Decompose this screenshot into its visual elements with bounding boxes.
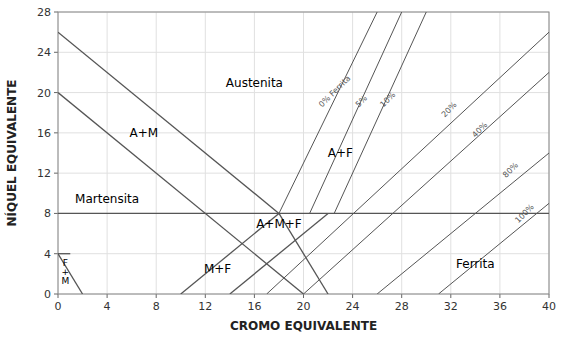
plot-frame	[58, 12, 549, 294]
ferrite-line	[304, 72, 550, 294]
grid	[58, 12, 549, 294]
region-label: M+F	[204, 262, 231, 276]
grid-line	[499, 12, 500, 294]
line-label: 5%	[354, 93, 370, 109]
region-label-line: M+F	[204, 262, 231, 276]
ferrite-line	[267, 32, 549, 294]
x-axis-label: CROMO EQUIVALENTE	[230, 319, 377, 333]
tick-label: 20	[297, 300, 311, 313]
region-label-line: Martensita	[75, 192, 139, 206]
boundary-line	[58, 253, 70, 254]
line-label: 10%	[378, 90, 397, 109]
ferrite-line	[439, 203, 549, 294]
tick-label: 20	[37, 87, 51, 100]
tick-label: 32	[444, 300, 458, 313]
grid-line	[450, 12, 451, 294]
ferrite-line	[310, 12, 402, 213]
tick-label: 16	[247, 300, 261, 313]
region-label: Ferrita	[456, 257, 495, 271]
tick	[352, 294, 353, 298]
region-label: F+M	[61, 258, 69, 287]
region-label-line: A+M	[130, 126, 159, 140]
tick-label: 24	[37, 46, 51, 59]
tick-label: 0	[55, 300, 62, 313]
grid-line	[254, 12, 255, 294]
region-label-line: Ferrita	[456, 257, 495, 271]
tick	[254, 294, 255, 298]
tick-label: 28	[37, 6, 51, 19]
grid-line	[58, 173, 549, 174]
boundary-line	[58, 254, 83, 294]
ferrite-line	[377, 153, 549, 294]
tick-label: 8	[44, 207, 51, 220]
tick-label: 4	[44, 248, 51, 261]
tick	[303, 294, 304, 298]
boundary-line	[58, 32, 279, 213]
boundary-line	[58, 213, 279, 214]
region-label-line: Austenita	[226, 76, 283, 90]
line-label: 80%	[501, 160, 520, 179]
tick	[450, 294, 451, 298]
ferrite-line	[334, 12, 426, 213]
tick	[54, 213, 58, 214]
grid-line	[401, 12, 402, 294]
region-label: Austenita	[226, 76, 283, 90]
tick-label: 4	[104, 300, 111, 313]
tick	[156, 294, 157, 298]
region-label: A+F	[328, 146, 353, 160]
grid-line	[156, 12, 157, 294]
line-label: 40%	[470, 120, 489, 139]
tick	[54, 173, 58, 174]
region-label: A+M+F	[256, 217, 302, 231]
line-label: 20%	[440, 100, 459, 119]
tick-label: 16	[37, 127, 51, 140]
tick	[54, 132, 58, 133]
boundary-line	[230, 213, 328, 294]
line-label: 0% Ferrita	[317, 74, 352, 109]
tick	[54, 12, 58, 13]
tick	[107, 294, 108, 298]
tick	[54, 92, 58, 93]
grid-line	[303, 12, 304, 294]
tick-label: 36	[493, 300, 507, 313]
tick	[58, 294, 59, 298]
chart: 0 4 8 12 16 20 24 28 32 36 40 0 4 8 12 16 20 24 28 0% Ferri…	[0, 0, 561, 340]
tick	[401, 294, 402, 298]
y-axis-label: NÍQUEL EQUIVALENTE	[4, 79, 19, 226]
region-label: Martensita	[75, 192, 139, 206]
grid-line	[107, 12, 108, 294]
grid-line	[58, 52, 549, 53]
region-label: A+M	[130, 126, 159, 140]
tick	[54, 52, 58, 53]
line-label: 100%	[513, 202, 536, 225]
tick-label: 28	[395, 300, 409, 313]
tick-label: 8	[153, 300, 160, 313]
ferrite-line	[279, 12, 377, 213]
lines	[58, 12, 549, 294]
tick	[499, 294, 500, 298]
tick	[205, 294, 206, 298]
tick-label: 12	[37, 167, 51, 180]
tick	[549, 294, 550, 298]
tick-label: 12	[198, 300, 212, 313]
boundary-line	[279, 213, 549, 214]
tick-label: 0	[44, 288, 51, 301]
region-label-line: A+F	[328, 146, 353, 160]
tick-label: 40	[542, 300, 556, 313]
tick	[54, 253, 58, 254]
region-label-line: M	[61, 276, 69, 286]
region-label-line: A+M+F	[256, 217, 302, 231]
tick	[54, 294, 58, 295]
tick-label: 24	[346, 300, 360, 313]
